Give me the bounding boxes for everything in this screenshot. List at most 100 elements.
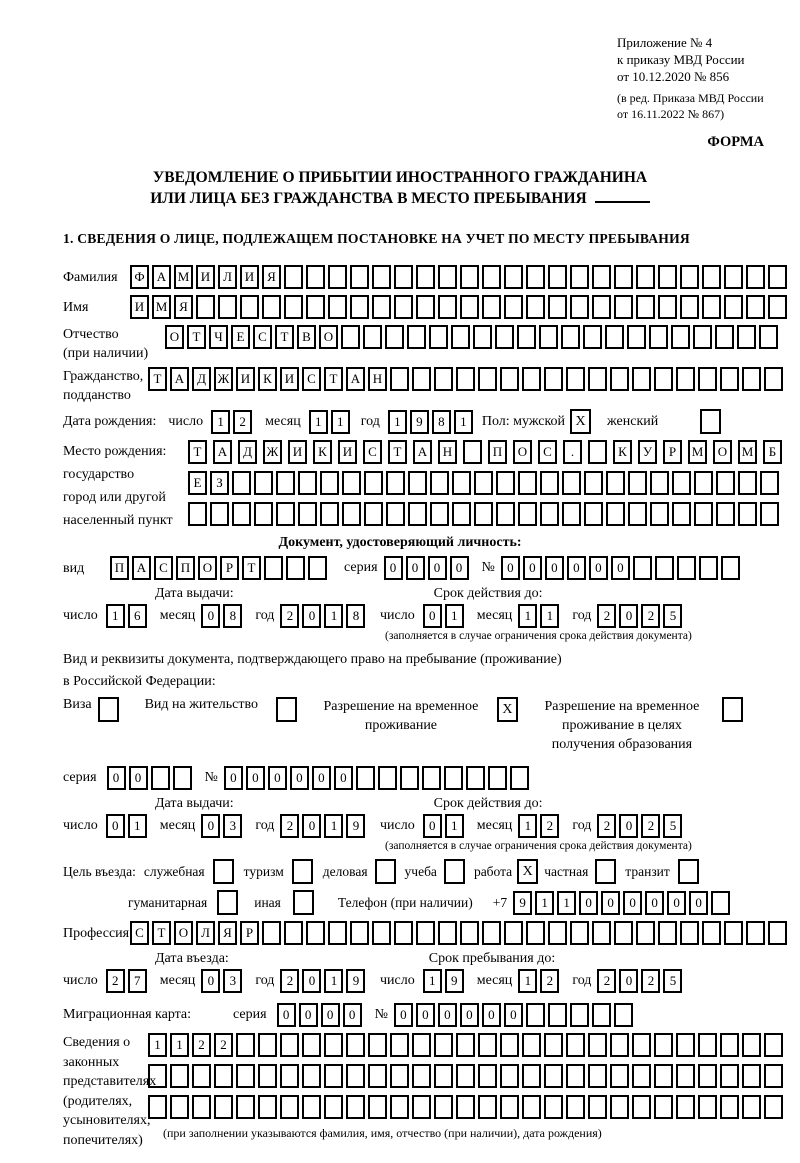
char-cell[interactable] (434, 367, 453, 391)
char-cell[interactable] (570, 921, 589, 945)
char-cell[interactable]: 6 (127, 604, 147, 628)
char-cell[interactable] (613, 1003, 633, 1027)
char-cell[interactable]: 8 (431, 409, 451, 434)
char-cell[interactable] (742, 1095, 761, 1119)
char-cell[interactable] (649, 325, 668, 349)
char-cell[interactable] (368, 1064, 387, 1088)
char-cell[interactable] (518, 502, 537, 526)
char-cell[interactable] (610, 367, 629, 391)
char-cell[interactable] (460, 295, 479, 319)
char-cell[interactable] (627, 325, 646, 349)
char-cell[interactable] (636, 921, 655, 945)
char-cell[interactable] (768, 265, 787, 289)
char-cell[interactable]: 0 (610, 556, 630, 580)
char-cell[interactable] (605, 325, 624, 349)
char-cell[interactable]: 0 (320, 1003, 340, 1027)
char-cell[interactable]: 1 (105, 604, 125, 628)
char-cell[interactable] (702, 295, 721, 319)
char-cell[interactable] (385, 325, 404, 349)
char-cell[interactable] (286, 556, 305, 580)
char-cell[interactable]: А (152, 265, 171, 289)
char-cell[interactable] (284, 921, 303, 945)
char-cell[interactable] (694, 471, 713, 495)
char-cell[interactable]: Н (368, 367, 387, 391)
char-cell[interactable] (504, 921, 523, 945)
char-cell[interactable]: 1 (444, 814, 464, 838)
char-cell[interactable] (702, 921, 721, 945)
char-cell[interactable] (496, 471, 515, 495)
char-cell[interactable] (760, 502, 779, 526)
char-cell[interactable]: С (253, 325, 272, 349)
char-cell[interactable] (548, 295, 567, 319)
char-cell[interactable] (548, 921, 567, 945)
char-cell[interactable] (188, 502, 207, 526)
char-cell[interactable] (698, 1095, 717, 1119)
char-cell[interactable]: 0 (619, 969, 639, 993)
char-cell[interactable]: 9 (444, 969, 464, 993)
char-cell[interactable] (306, 921, 325, 945)
char-cell[interactable] (473, 325, 492, 349)
char-cell[interactable] (342, 471, 361, 495)
char-cell[interactable] (562, 471, 581, 495)
char-cell[interactable] (482, 265, 501, 289)
char-cell[interactable]: 0 (276, 1003, 296, 1027)
char-cell[interactable] (306, 265, 325, 289)
char-cell[interactable]: Т (148, 367, 167, 391)
char-cell[interactable]: 0 (383, 556, 403, 580)
char-cell[interactable] (342, 502, 361, 526)
char-cell[interactable]: Т (324, 367, 343, 391)
char-cell[interactable]: Ж (263, 440, 282, 464)
char-cell[interactable]: 1 (308, 409, 328, 434)
char-cell[interactable]: 0 (619, 814, 639, 838)
char-cell[interactable]: 0 (201, 814, 221, 838)
char-cell[interactable] (364, 471, 383, 495)
char-cell[interactable]: 0 (422, 604, 442, 628)
char-cell[interactable] (170, 1064, 189, 1088)
char-cell[interactable]: 1 (557, 890, 577, 915)
char-cell[interactable] (236, 1064, 255, 1088)
char-cell[interactable] (544, 1064, 563, 1088)
char-cell[interactable] (698, 1033, 717, 1057)
char-cell[interactable] (394, 295, 413, 319)
char-cell[interactable] (346, 1064, 365, 1088)
char-cell[interactable] (540, 471, 559, 495)
char-cell[interactable] (478, 367, 497, 391)
char-cell[interactable]: 2 (540, 814, 560, 838)
char-cell[interactable] (592, 295, 611, 319)
char-cell[interactable] (518, 471, 537, 495)
temp-residence-edu-checkbox[interactable] (721, 697, 743, 722)
purpose-study-checkbox[interactable] (443, 859, 465, 884)
char-cell[interactable]: А (213, 440, 232, 464)
char-cell[interactable]: М (738, 440, 757, 464)
char-cell[interactable]: 2 (214, 1033, 233, 1057)
char-cell[interactable] (302, 1095, 321, 1119)
char-cell[interactable] (658, 265, 677, 289)
char-cell[interactable] (390, 1064, 409, 1088)
char-cell[interactable]: 0 (393, 1003, 413, 1027)
char-cell[interactable] (463, 440, 482, 464)
char-cell[interactable] (148, 1095, 167, 1119)
male-checkbox[interactable]: X (570, 409, 592, 434)
char-cell[interactable] (588, 1064, 607, 1088)
temp-residence-checkbox[interactable]: X (496, 697, 518, 722)
char-cell[interactable] (588, 1033, 607, 1057)
char-cell[interactable] (412, 367, 431, 391)
char-cell[interactable] (742, 367, 761, 391)
char-cell[interactable] (636, 295, 655, 319)
char-cell[interactable]: Ж (214, 367, 233, 391)
char-cell[interactable] (584, 502, 603, 526)
char-cell[interactable] (262, 295, 281, 319)
char-cell[interactable]: Т (388, 440, 407, 464)
char-cell[interactable]: 5 (663, 969, 683, 993)
char-cell[interactable] (341, 325, 360, 349)
char-cell[interactable] (716, 471, 735, 495)
char-cell[interactable] (258, 1064, 277, 1088)
char-cell[interactable]: 2 (641, 604, 661, 628)
char-cell[interactable]: М (688, 440, 707, 464)
char-cell[interactable] (522, 1033, 541, 1057)
purpose-private-checkbox[interactable] (595, 859, 617, 884)
char-cell[interactable] (588, 1095, 607, 1119)
char-cell[interactable] (232, 471, 251, 495)
char-cell[interactable]: 2 (192, 1033, 211, 1057)
char-cell[interactable] (566, 1033, 585, 1057)
